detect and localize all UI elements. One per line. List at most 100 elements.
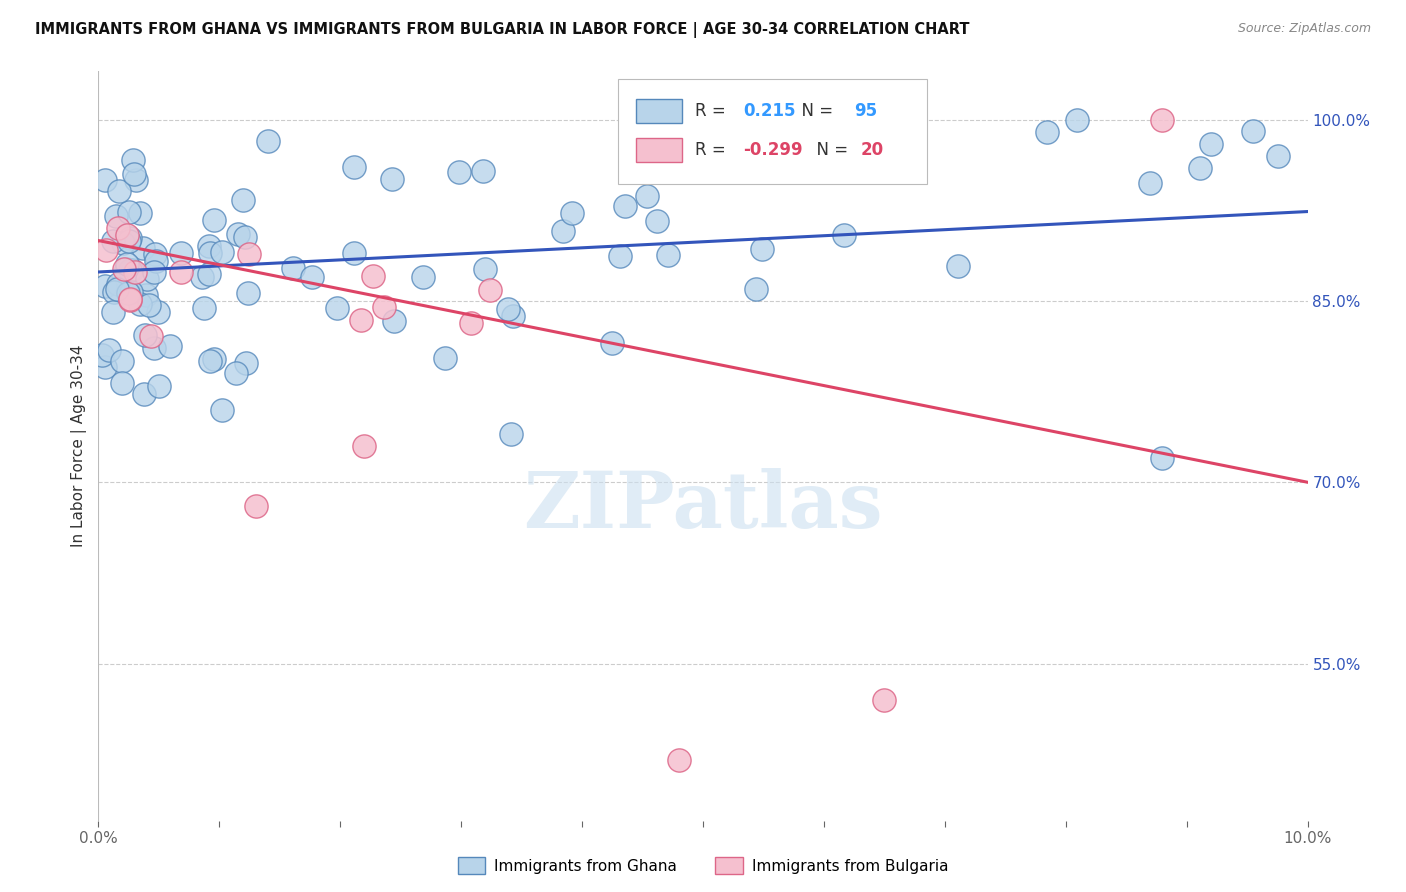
Point — [551, 224, 574, 238]
Point — [120, 285, 142, 300]
Point — [1152, 112, 1174, 127]
Point — [211, 245, 233, 260]
Point — [94, 172, 117, 186]
Point — [502, 309, 524, 323]
Point — [124, 265, 146, 279]
Point — [1139, 176, 1161, 190]
Point — [111, 236, 134, 251]
Point — [301, 269, 323, 284]
Point — [361, 268, 384, 283]
Text: 95: 95 — [855, 102, 877, 120]
Point — [382, 314, 405, 328]
Point — [142, 265, 165, 279]
Point — [245, 500, 267, 514]
Point — [170, 246, 193, 260]
Point — [121, 263, 143, 277]
Point — [257, 134, 280, 148]
Point — [636, 189, 658, 203]
Point — [170, 265, 193, 279]
Point — [112, 261, 135, 276]
Point — [103, 285, 125, 300]
Point — [118, 231, 141, 245]
Point — [111, 376, 134, 390]
Point — [499, 426, 522, 441]
Text: N =: N = — [792, 102, 838, 120]
Text: 0.215: 0.215 — [742, 102, 796, 120]
Point — [232, 193, 254, 207]
Point — [148, 378, 170, 392]
Point — [373, 300, 395, 314]
Point — [353, 439, 375, 453]
Point — [146, 305, 169, 319]
Point — [238, 246, 260, 260]
Point — [1152, 451, 1174, 466]
Point — [873, 693, 896, 707]
Point — [115, 257, 138, 271]
Text: ZIPatlas: ZIPatlas — [523, 468, 883, 544]
Text: R =: R = — [695, 141, 731, 159]
Point — [198, 354, 221, 368]
Point — [343, 246, 366, 260]
Point — [121, 153, 143, 167]
Point — [142, 341, 165, 355]
Point — [1189, 161, 1212, 175]
Point — [108, 185, 131, 199]
Point — [118, 293, 141, 307]
Point — [381, 172, 404, 186]
Point — [657, 248, 679, 262]
Point — [198, 267, 221, 281]
Point — [103, 234, 125, 248]
Point — [202, 213, 225, 227]
Point — [238, 285, 260, 300]
Point — [225, 367, 247, 381]
Point — [460, 316, 482, 330]
Point — [350, 313, 373, 327]
Point — [668, 753, 690, 767]
Point — [105, 209, 128, 223]
Point — [129, 297, 152, 311]
Point — [946, 259, 969, 273]
FancyBboxPatch shape — [637, 99, 682, 123]
Point — [433, 351, 456, 366]
Point — [132, 241, 155, 255]
Text: Source: ZipAtlas.com: Source: ZipAtlas.com — [1237, 22, 1371, 36]
Point — [343, 160, 366, 174]
Point — [117, 235, 139, 249]
Point — [561, 205, 583, 219]
Point — [93, 278, 115, 293]
Point — [412, 269, 434, 284]
Point — [614, 199, 637, 213]
Point — [135, 288, 157, 302]
Point — [1035, 125, 1057, 139]
Point — [609, 249, 631, 263]
Y-axis label: In Labor Force | Age 30-34: In Labor Force | Age 30-34 — [72, 344, 87, 548]
Point — [134, 387, 156, 401]
Point — [138, 298, 160, 312]
Point — [118, 263, 141, 277]
Point — [101, 304, 124, 318]
Point — [118, 205, 141, 219]
Point — [228, 227, 250, 241]
Point — [235, 356, 257, 370]
Point — [159, 339, 181, 353]
Point — [145, 253, 167, 268]
Point — [1199, 136, 1222, 151]
Point — [143, 247, 166, 261]
Point — [832, 228, 855, 243]
Point — [198, 238, 221, 252]
Point — [128, 206, 150, 220]
Point — [751, 243, 773, 257]
Point — [1267, 149, 1289, 163]
Point — [200, 246, 222, 260]
Point — [115, 261, 138, 276]
Point — [122, 167, 145, 181]
FancyBboxPatch shape — [619, 78, 927, 184]
Point — [745, 282, 768, 296]
Point — [602, 336, 624, 351]
FancyBboxPatch shape — [637, 138, 682, 162]
Point — [325, 301, 347, 316]
Point — [134, 328, 156, 343]
Point — [139, 329, 162, 343]
Point — [107, 277, 129, 292]
Point — [94, 243, 117, 257]
